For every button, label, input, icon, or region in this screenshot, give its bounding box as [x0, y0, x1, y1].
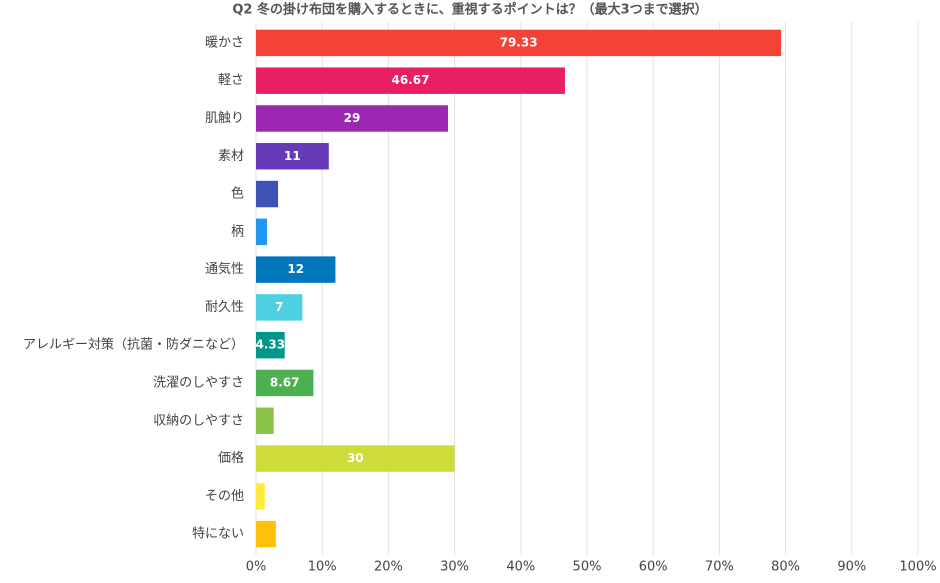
chart-title: Q2 冬の掛け布団を購入するときに、重視するポイントは？（最大3つまで選択）	[232, 2, 707, 18]
y-tick-label: 暖かさ	[205, 35, 244, 50]
y-tick-label: その他	[205, 489, 244, 504]
y-tick-label: 軽さ	[218, 73, 244, 88]
bar	[256, 218, 268, 246]
bar	[256, 294, 303, 321]
bar	[256, 143, 329, 170]
x-tick-label: 0%	[246, 560, 267, 575]
bar	[256, 331, 285, 359]
y-tick-label: 洗濯のしやすさ	[153, 375, 244, 390]
y-tick-label: 特にない	[192, 527, 244, 542]
y-tick-label: 色	[231, 186, 244, 202]
bar	[256, 407, 274, 434]
bar	[256, 105, 448, 132]
x-tick-label: 90%	[837, 560, 866, 575]
bar	[256, 29, 782, 57]
x-tick-label: 50%	[573, 560, 602, 575]
value-label: 7	[275, 300, 283, 314]
y-tick-label: 通気性	[205, 261, 244, 277]
value-label: 30	[347, 451, 364, 465]
x-tick-label: 100%	[899, 560, 936, 575]
value-label: 29	[344, 111, 361, 125]
value-label: 79.33	[500, 35, 538, 49]
x-tick-label: 60%	[639, 560, 668, 575]
y-tick-label: 価格	[218, 450, 244, 466]
y-tick-label: 素材	[218, 149, 244, 164]
x-tick-label: 30%	[440, 560, 469, 575]
y-tick-label: 収納のしやすさ	[153, 413, 244, 428]
value-label: 4.33	[256, 338, 286, 352]
bar	[256, 520, 276, 548]
x-tick-label: 40%	[506, 560, 535, 575]
x-tick-label: 80%	[771, 560, 800, 575]
y-tick-label: アレルギー対策（抗菌・防ダニなど）	[23, 337, 244, 353]
value-label: 46.67	[391, 73, 429, 87]
value-label: 12	[287, 262, 304, 276]
x-tick-label: 10%	[308, 560, 337, 575]
y-tick-label: 肌触り	[205, 111, 244, 126]
y-tick-label: 柄	[231, 224, 244, 239]
value-label: 8.67	[270, 375, 300, 389]
bar	[256, 445, 455, 472]
x-tick-label: 70%	[705, 560, 734, 575]
bar	[256, 369, 314, 397]
bar	[256, 256, 336, 283]
bar	[256, 483, 265, 510]
x-tick-label: 20%	[374, 560, 403, 575]
y-tick-label: 耐久性	[205, 300, 244, 315]
bar	[256, 180, 279, 208]
value-label: 11	[284, 149, 301, 163]
bar	[256, 67, 565, 94]
